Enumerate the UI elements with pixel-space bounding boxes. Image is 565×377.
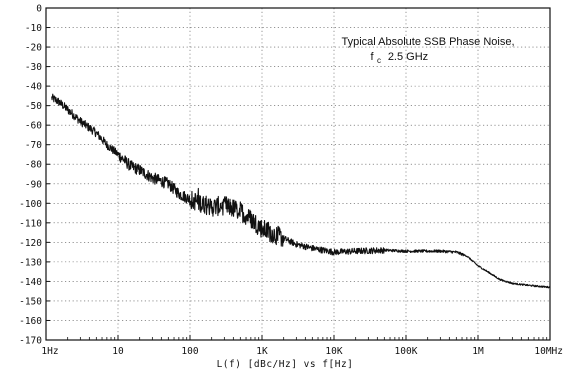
x-axis-label: L(f) [dBc/Hz] vs f[Hz] bbox=[217, 359, 354, 370]
y-tick-label: -150 bbox=[19, 296, 42, 307]
y-tick-label: -130 bbox=[19, 257, 42, 268]
plot-frame bbox=[45, 7, 551, 341]
y-tick-label: -60 bbox=[25, 121, 42, 132]
y-tick-label: -120 bbox=[19, 238, 42, 249]
y-tick-label: -70 bbox=[25, 140, 42, 151]
phase-noise-series-line bbox=[51, 93, 551, 289]
chart-annotation: Typical Absolute SSB Phase Noise, f c 2.… bbox=[341, 36, 514, 65]
series-layer bbox=[51, 93, 551, 289]
annotation-value: 2.5 GHz bbox=[388, 51, 428, 63]
y-tick-label: -110 bbox=[19, 218, 42, 229]
y-tick-label: -20 bbox=[25, 43, 42, 54]
annotation-symbol: f bbox=[370, 51, 374, 63]
y-tick-label: -50 bbox=[25, 101, 42, 112]
y-tick-label: 0 bbox=[36, 4, 42, 15]
x-tick-label: 10 bbox=[112, 346, 124, 357]
y-tick-label: -140 bbox=[19, 277, 42, 288]
y-tick-label: -170 bbox=[19, 336, 42, 347]
y-tick-label: -100 bbox=[19, 199, 42, 210]
grid-layer bbox=[46, 8, 550, 340]
y-tick-label: -40 bbox=[25, 82, 42, 93]
y-tick-label: -30 bbox=[25, 62, 42, 73]
x-tick-label: 100 bbox=[181, 346, 198, 357]
y-tick-label: -80 bbox=[25, 160, 42, 171]
x-tick-label: 1Hz bbox=[41, 346, 58, 357]
annotation-line-1: Typical Absolute SSB Phase Noise, bbox=[341, 36, 514, 48]
x-tick-label: 10K bbox=[325, 346, 342, 357]
y-tick-label: -10 bbox=[25, 23, 42, 34]
x-tick-label: 100K bbox=[395, 346, 418, 357]
x-tick-label: 1M bbox=[472, 346, 484, 357]
y-tick-label: -160 bbox=[19, 316, 42, 327]
annotation-subscript: c bbox=[377, 56, 381, 65]
x-tick-label: 10MHz bbox=[534, 346, 563, 357]
x-tick-label: 1K bbox=[256, 346, 268, 357]
y-tick-label: -90 bbox=[25, 179, 42, 190]
tick-layer: 0 -10 -20 -30 -40 -50 -60 -70 -80 -90 -100 -110 -120… bbox=[19, 4, 563, 358]
